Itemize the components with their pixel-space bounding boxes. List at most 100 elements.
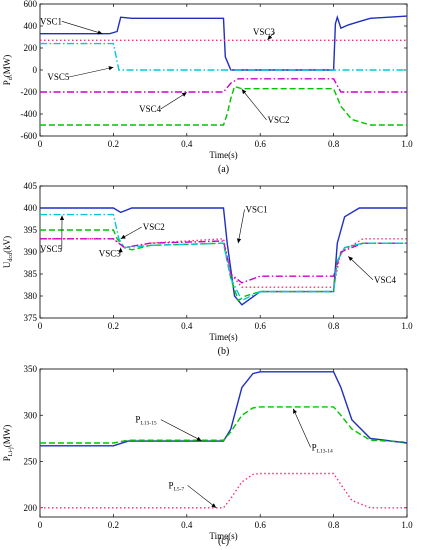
- y-tick-label: -600: [21, 131, 38, 141]
- annotation-text: VSC1: [40, 16, 62, 26]
- annotation-arrowhead: [118, 247, 123, 253]
- y-axis-label-main: P: [2, 80, 12, 85]
- panel-caption: (c): [218, 536, 229, 547]
- series-line-vsc5: [40, 42, 407, 71]
- annotation-arrow: [187, 485, 217, 508]
- annotation-arrow: [160, 419, 202, 441]
- annotation-arrowhead: [241, 89, 247, 95]
- plot-frame: [39, 368, 408, 518]
- y-tick-label: 200: [24, 503, 38, 513]
- y-tick-label: 395: [24, 225, 38, 235]
- y-tick-label: 200: [24, 43, 38, 53]
- x-tick-label: 0.8: [328, 321, 340, 331]
- series-annotation: PL5-7: [168, 480, 184, 492]
- x-tick-label: 1.0: [401, 520, 413, 530]
- series-annotation: VSC2: [268, 115, 290, 125]
- y-tick-label: 250: [24, 457, 38, 467]
- chart-panel-b: 0 0.2 0.4 0.6 0.8 1.0 375 380 385 390 395 400 405 Tim…: [2, 181, 413, 357]
- series-annotation: VSC1: [246, 204, 268, 214]
- plot-frame: [39, 185, 408, 319]
- annotation-text: VSC5: [40, 244, 63, 254]
- annotation-text: VSC3: [99, 248, 122, 258]
- x-tick-label: 0.8: [328, 139, 340, 149]
- y-axis-label: PLi-j(MW): [2, 425, 14, 462]
- x-tick-label: 0: [38, 520, 43, 530]
- y-tick-label: 400: [24, 21, 38, 31]
- panel-caption: (a): [218, 164, 229, 175]
- annotation-text: VSC4: [374, 275, 397, 285]
- annotation-text: VSC1: [246, 204, 268, 214]
- y-tick-label: 300: [24, 410, 38, 420]
- annotation-arrowhead: [293, 408, 298, 414]
- series-line-pl13-15: [40, 371, 407, 447]
- annotation-arrowhead: [211, 503, 217, 508]
- annotation-arrowhead: [236, 238, 242, 244]
- x-tick-label: 0.8: [328, 520, 340, 530]
- annotation-subscript: L5-7: [173, 486, 184, 492]
- x-tick-label: 1.0: [401, 321, 413, 331]
- series-line-vsc4: [40, 238, 407, 284]
- y-axis-label-unit: (MW): [2, 425, 12, 448]
- x-tick-label: 1.0: [401, 139, 413, 149]
- y-axis-label-unit: (MW): [2, 55, 12, 78]
- series-annotation: VSC5: [40, 244, 63, 254]
- annotation-text: VSC4: [139, 104, 162, 114]
- annotation-text: P: [168, 480, 173, 490]
- annotation-arrow: [237, 209, 245, 244]
- chart-panel-a: 0 0.2 0.4 0.6 0.8 1.0 -600 -400 -200 0 200 400 600 Ti…: [2, 0, 413, 175]
- y-tick-label: -400: [21, 109, 38, 119]
- y-tick-label: 405: [24, 181, 38, 191]
- y-axis-label-main: P: [2, 456, 12, 461]
- series-annotation: PL13-15: [135, 415, 156, 427]
- y-axis-label-sub: dcd: [8, 253, 14, 262]
- annotation-arrowhead: [108, 66, 114, 71]
- x-tick-label: 0.4: [181, 520, 193, 530]
- series-line-vsc5: [40, 213, 407, 302]
- annotation-text: VSC2: [268, 115, 290, 125]
- y-axis-label: Pd(MW): [2, 55, 14, 86]
- x-tick-label: 0.2: [108, 321, 119, 331]
- annotation-subscript: L13-14: [317, 448, 333, 454]
- y-axis-label-unit: (kV): [2, 236, 12, 253]
- series-annotation: VSC3: [253, 27, 276, 37]
- annotation-arrow: [292, 408, 311, 448]
- x-tick-label: 0.6: [255, 139, 267, 149]
- series-line-pl5-7: [40, 472, 407, 509]
- y-axis-label: Udcd(kV): [2, 236, 14, 268]
- y-tick-label: 390: [24, 247, 38, 257]
- x-tick-label: 0: [38, 321, 43, 331]
- x-tick-label: 0.4: [181, 321, 193, 331]
- annotation-arrowhead: [348, 256, 354, 262]
- x-tick-label: 0.2: [108, 139, 119, 149]
- series-line-vsc2: [40, 85, 407, 126]
- annotation-text: VSC3: [253, 27, 276, 37]
- x-tick-label: 0.6: [255, 520, 267, 530]
- x-tick-label: 0.6: [255, 321, 267, 331]
- x-axis-label: Time(s): [209, 332, 237, 342]
- series-line-vsc2: [40, 229, 407, 302]
- series-line-vsc4: [40, 78, 407, 93]
- panel-caption: (b): [218, 346, 230, 357]
- y-axis-label-sub: d: [8, 77, 14, 80]
- annotation-arrowhead: [267, 34, 273, 40]
- chart-panel-c: 0 0.2 0.4 0.6 0.8 1.0200250300350Time(s)PLi-j…: [2, 364, 413, 547]
- y-tick-label: -200: [21, 87, 38, 97]
- annotation-arrowhead: [59, 215, 65, 221]
- annotation-arrowhead: [97, 30, 103, 35]
- x-tick-label: 0: [38, 139, 43, 149]
- annotation-arrow: [61, 21, 103, 34]
- annotation-arrowhead: [120, 234, 126, 239]
- series-annotation: VSC2: [143, 222, 165, 232]
- annotation-arrow: [241, 89, 267, 121]
- series-annotation: PL13-14: [312, 442, 333, 454]
- x-axis-label: Time(s): [209, 531, 237, 541]
- y-tick-label: 400: [24, 203, 38, 213]
- series-annotation: VSC5: [47, 72, 70, 82]
- annotation-arrow: [69, 66, 114, 78]
- annotation-text: P: [312, 442, 317, 452]
- x-axis-label: Time(s): [209, 150, 237, 160]
- y-axis-label-sub: Li-j: [8, 447, 14, 456]
- y-tick-label: 350: [24, 364, 38, 374]
- series-annotation: VSC4: [139, 104, 162, 114]
